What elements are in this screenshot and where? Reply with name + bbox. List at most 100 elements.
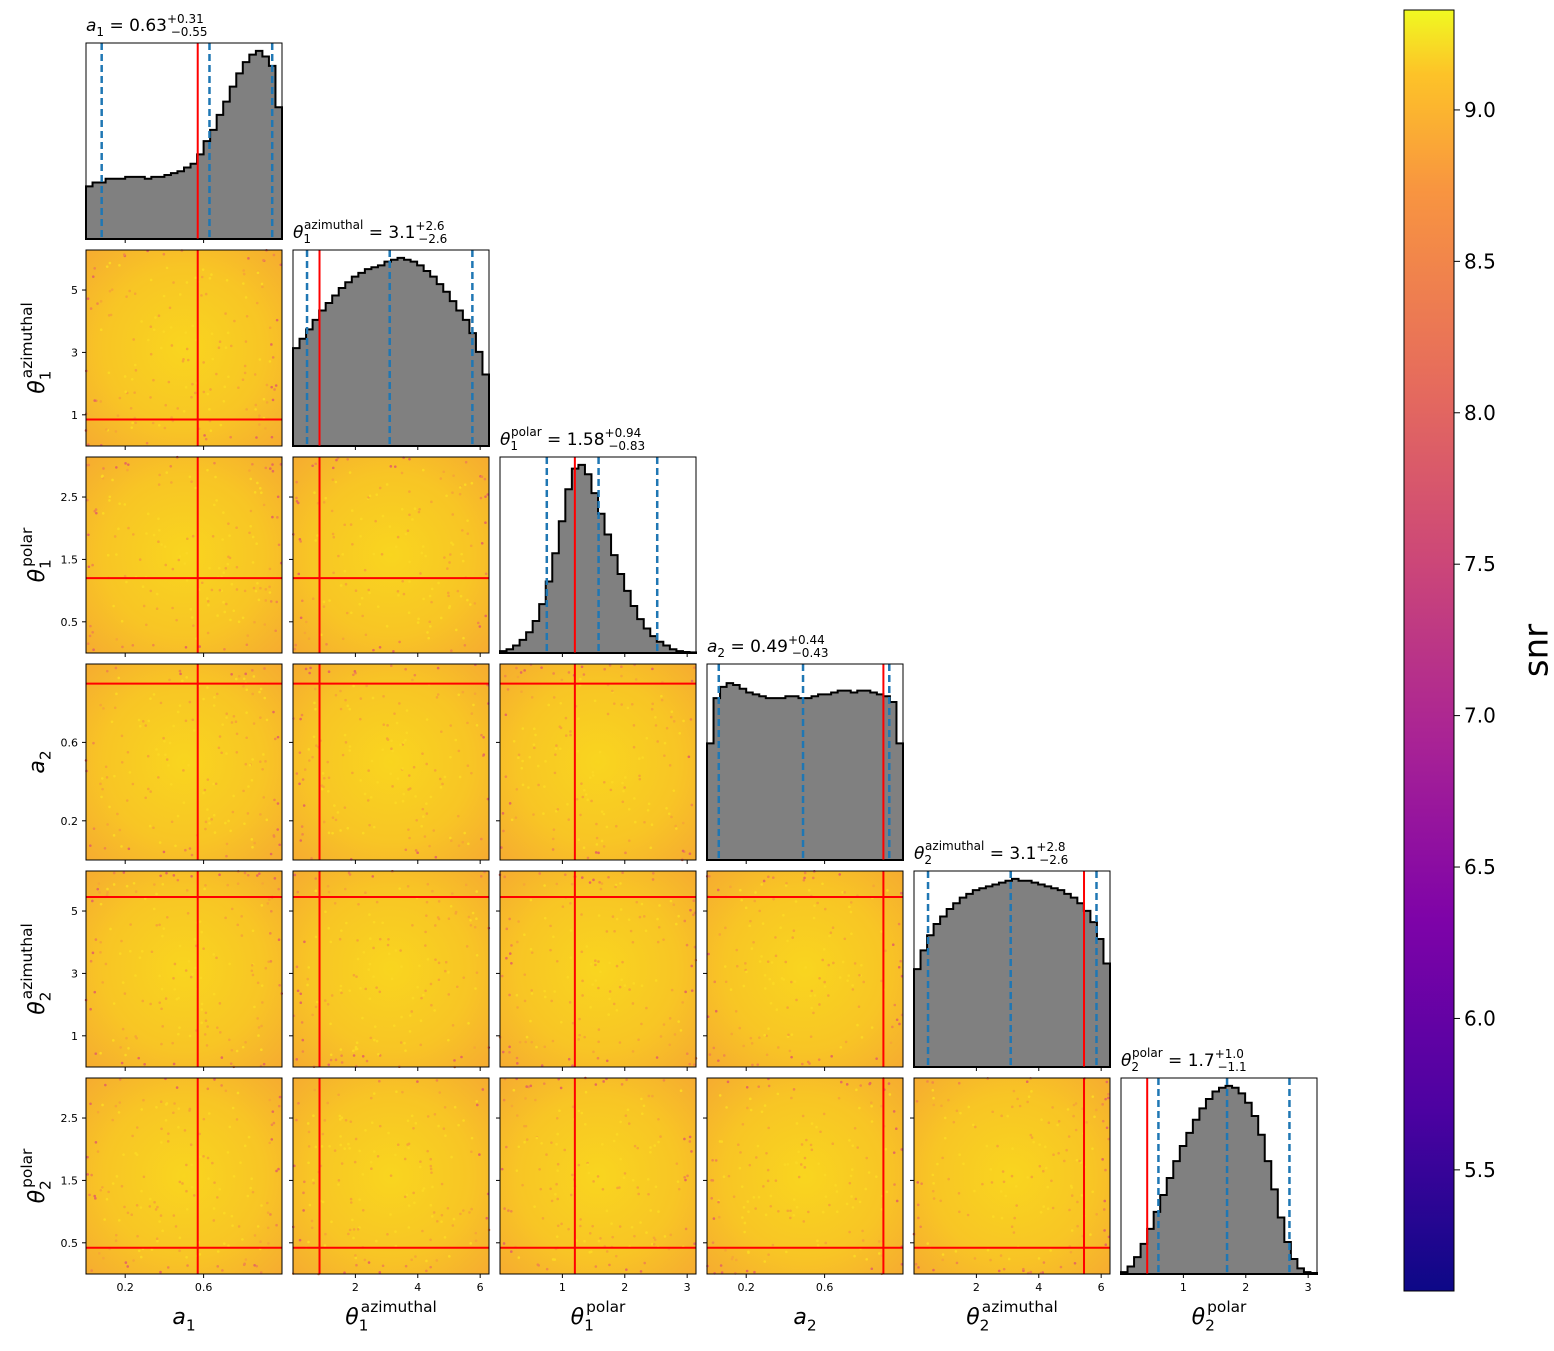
- scatter-point: [517, 753, 521, 757]
- scatter-point: [118, 828, 122, 832]
- scatter-point: [556, 1169, 559, 1172]
- scatter-point: [362, 950, 366, 954]
- scatter-point: [426, 958, 430, 961]
- scatter-point: [593, 699, 597, 703]
- scatter-point: [809, 994, 812, 998]
- scatter-point: [132, 338, 135, 341]
- scatter-point: [245, 643, 249, 647]
- scatter-point: [260, 282, 264, 286]
- scatter-point: [259, 1240, 262, 1244]
- scatter-point: [453, 1059, 456, 1062]
- scatter-point: [206, 1087, 210, 1091]
- scatter-point: [394, 545, 398, 548]
- scatter-point: [311, 1178, 315, 1182]
- scatter-point: [824, 1195, 828, 1198]
- scatter-point: [329, 940, 333, 944]
- scatter-point: [521, 759, 524, 763]
- scatter-point: [322, 500, 326, 504]
- scatter-point: [369, 1160, 373, 1164]
- scatter-point: [99, 940, 103, 944]
- scatter-point: [401, 579, 404, 583]
- scatter-point: [810, 1122, 814, 1125]
- scatter-point: [667, 812, 671, 816]
- scatter-point: [578, 1033, 581, 1037]
- scatter-point: [152, 378, 155, 382]
- scatter-point: [165, 471, 169, 474]
- scatter-point: [683, 1175, 686, 1179]
- scatter-point: [809, 1143, 813, 1147]
- scatter-point: [451, 1024, 455, 1027]
- scatter-point: [270, 343, 273, 346]
- scatter-point: [326, 789, 330, 793]
- scatter-point: [129, 923, 132, 926]
- scatter-point: [322, 776, 326, 780]
- scatter-point: [406, 884, 410, 888]
- scatter-point: [278, 1095, 282, 1099]
- scatter-point: [148, 824, 152, 828]
- scatter-point: [435, 1079, 439, 1082]
- scatter-point: [270, 909, 273, 913]
- scatter-point: [440, 1213, 444, 1217]
- scatter-point: [515, 1169, 519, 1172]
- scatter-point: [232, 609, 236, 613]
- scatter-point: [542, 1082, 546, 1085]
- scatter-point: [184, 848, 187, 852]
- scatter-point: [191, 382, 194, 386]
- scatter-point: [200, 1002, 204, 1006]
- scatter-point: [503, 674, 507, 678]
- scatter-point: [621, 781, 624, 785]
- scatter-point: [176, 814, 180, 818]
- y-tick-label: 3: [71, 346, 78, 359]
- scatter-point: [96, 887, 100, 891]
- scatter-point: [690, 803, 694, 807]
- scatter-point: [213, 831, 217, 834]
- scatter-point: [443, 556, 446, 559]
- scatter-point: [322, 600, 326, 604]
- scatter-point: [556, 807, 560, 811]
- scatter-point: [441, 782, 444, 786]
- scatter-point: [1013, 1216, 1016, 1220]
- scatter-point: [324, 496, 328, 500]
- scatter-point: [529, 898, 533, 902]
- scatter-point: [621, 960, 624, 964]
- x-tick-label: 4: [1035, 1281, 1042, 1294]
- scatter-point: [178, 1249, 181, 1253]
- scatter-point: [371, 875, 375, 878]
- scatter-points: [705, 870, 904, 1067]
- scatter-point: [248, 469, 251, 472]
- scatter-point: [718, 1215, 721, 1219]
- scatter-point: [542, 812, 545, 815]
- scatter-point: [708, 875, 711, 878]
- scatter-point: [320, 633, 323, 637]
- scatter-point: [549, 1187, 552, 1191]
- scatter-point: [155, 1237, 159, 1240]
- scatter-point: [241, 378, 245, 382]
- scatter-point: [1105, 1126, 1109, 1130]
- scatter-point: [258, 486, 262, 490]
- scatter-point: [1012, 1089, 1016, 1093]
- scatter-point: [146, 512, 150, 516]
- subscript: 1: [359, 1317, 369, 1335]
- scatter-point: [372, 552, 376, 556]
- scatter-point: [167, 764, 170, 767]
- scatter-point: [538, 872, 542, 875]
- scatter-point: [417, 510, 421, 514]
- scatter-point: [534, 733, 537, 737]
- scatter-point: [258, 358, 262, 361]
- scatter-point: [231, 1106, 235, 1110]
- scatter-point: [110, 288, 114, 291]
- scatter-point: [986, 1248, 990, 1252]
- scatter-point: [88, 634, 92, 638]
- scatter-point: [94, 508, 98, 511]
- scatter-point: [393, 712, 396, 715]
- scatter-point: [811, 876, 815, 880]
- scatter-point: [404, 1049, 407, 1052]
- scatter-point: [428, 620, 432, 624]
- scatter-point: [860, 963, 863, 967]
- scatter-point: [803, 871, 807, 875]
- scatter-point: [390, 739, 393, 743]
- scatter-point: [430, 1215, 434, 1218]
- scatter-point: [582, 846, 586, 850]
- scatter-point: [270, 435, 274, 439]
- scatter-point: [237, 386, 240, 389]
